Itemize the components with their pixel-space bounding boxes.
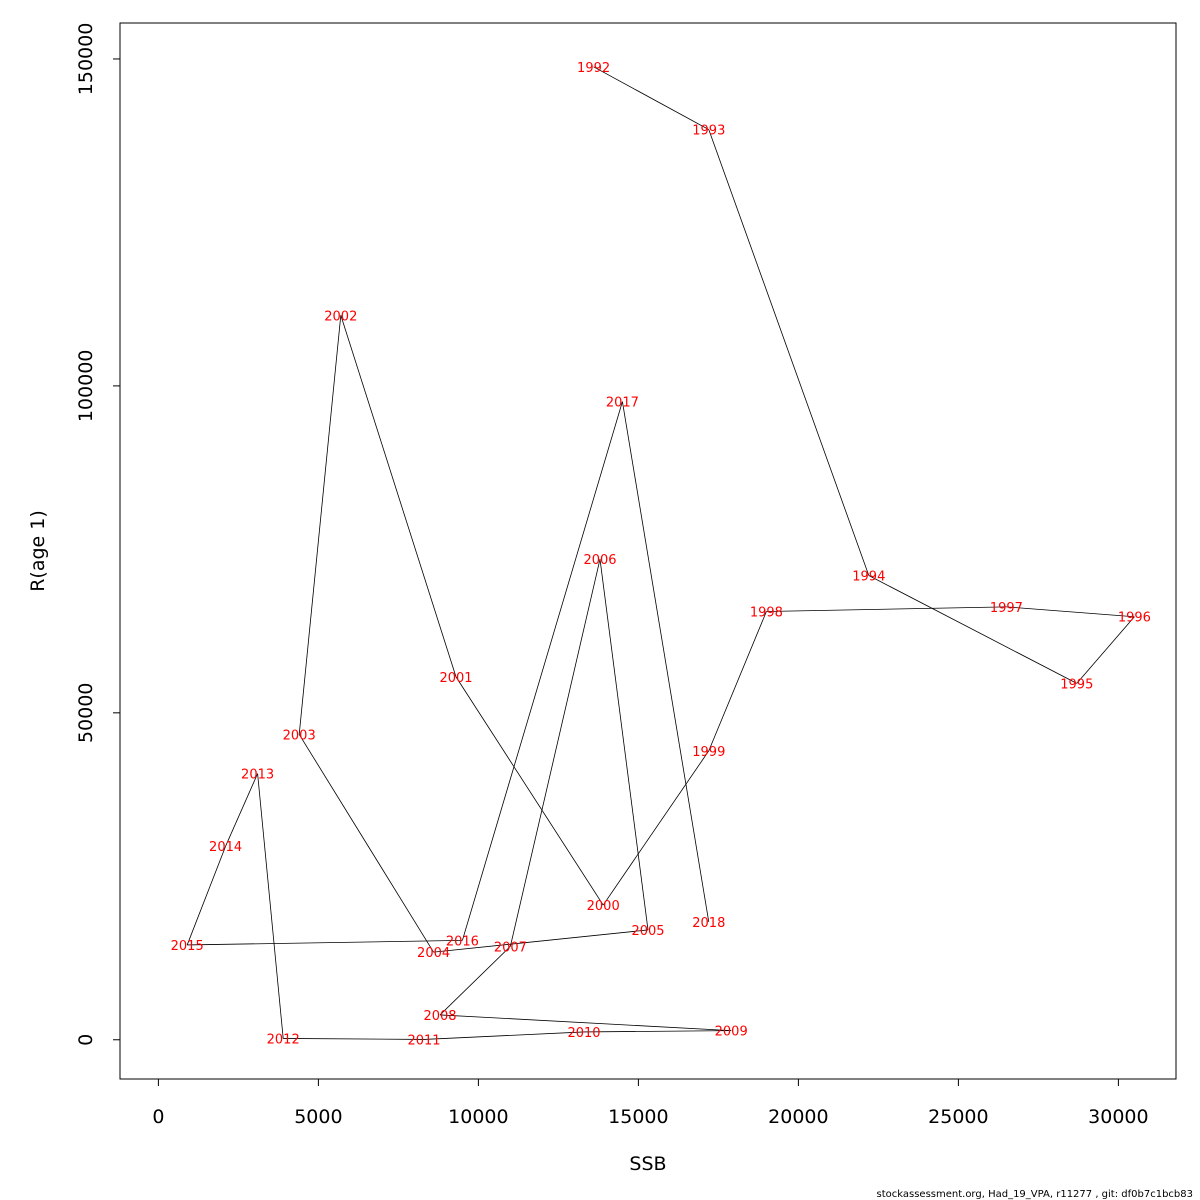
series-segment	[766, 606, 1007, 612]
x-tick-label: 25000	[928, 1106, 988, 1128]
footer-note: stockassessment.org, Had_19_VPA, r11277 …	[877, 1189, 1194, 1200]
point-label: 1992	[577, 61, 610, 76]
point-label: 1995	[1060, 677, 1093, 692]
series-segment	[257, 773, 284, 1039]
point-label: 2018	[692, 916, 725, 931]
series-path	[186, 66, 1135, 1040]
point-label: 2011	[407, 1033, 440, 1048]
series-segment	[283, 1038, 425, 1040]
point-label: 2007	[494, 940, 527, 955]
point-label: 2013	[241, 768, 274, 783]
point-label: 2000	[587, 899, 620, 914]
plot-frame	[119, 22, 1177, 1080]
y-tick-label: 0	[75, 1034, 97, 1046]
point-label: 2001	[439, 671, 472, 686]
y-tick-label: 100000	[75, 350, 97, 423]
point-label: 2006	[583, 553, 616, 568]
series-segment	[225, 773, 258, 847]
x-tick-label: 20000	[768, 1106, 828, 1128]
point-label: 1998	[750, 605, 783, 620]
series-segment	[187, 939, 463, 946]
series-segment	[455, 676, 604, 906]
series-segment	[868, 575, 1077, 684]
series-segment	[462, 401, 623, 941]
series-segment	[622, 401, 710, 923]
point-label: 2009	[715, 1025, 748, 1040]
point-label: 1996	[1118, 611, 1151, 626]
x-axis: 0 5000 10000 15000 20000 25000 30000	[152, 1078, 1149, 1128]
x-tick-label: 0	[152, 1106, 164, 1128]
point-label: 1997	[990, 601, 1023, 616]
point-label: 2002	[324, 309, 357, 324]
series-segment	[602, 750, 710, 906]
point-label: 1994	[852, 570, 885, 585]
x-tick-label: 30000	[1088, 1106, 1148, 1128]
x-axis-title: SSB	[629, 1153, 666, 1175]
series-segment	[1076, 616, 1135, 684]
y-tick-label: 50000	[75, 683, 97, 743]
series-segment	[708, 129, 870, 576]
series-segment	[1006, 606, 1135, 618]
point-label: 2017	[606, 396, 639, 411]
series-segment	[340, 315, 457, 677]
series-segment	[583, 1030, 732, 1033]
point-label: 1999	[692, 745, 725, 760]
point-label: 2004	[417, 946, 450, 961]
y-tick-label: 150000	[75, 23, 97, 96]
series-segment	[423, 1031, 585, 1040]
point-label: 2010	[567, 1026, 600, 1041]
y-axis: 0 50000 100000 150000	[75, 23, 121, 1046]
point-label: 2016	[446, 934, 479, 949]
point-label: 2003	[283, 728, 316, 743]
series-segment	[439, 1014, 732, 1032]
series-segment	[593, 66, 709, 130]
series-segment	[298, 734, 434, 953]
series-segment	[599, 559, 649, 930]
point-label: 2005	[631, 924, 664, 939]
y-axis-title: R(age 1)	[27, 510, 49, 592]
point-labels: 1992 1993 1994 1995 1996 1997 1998 1999 2000 2001…	[171, 61, 1151, 1049]
point-label: 2015	[171, 939, 204, 954]
point-label: 2014	[209, 840, 242, 855]
point-label: 2008	[423, 1009, 456, 1024]
series-segment	[433, 929, 649, 953]
x-tick-label: 10000	[448, 1106, 508, 1128]
series-segment	[186, 846, 226, 946]
series-segment	[708, 611, 767, 751]
x-tick-label: 5000	[294, 1106, 342, 1128]
point-label: 2012	[267, 1032, 300, 1047]
series-segment	[298, 315, 342, 735]
series-segment	[510, 559, 601, 947]
point-label: 1993	[692, 124, 725, 139]
series-segment	[439, 945, 511, 1016]
x-tick-label: 15000	[608, 1106, 668, 1128]
